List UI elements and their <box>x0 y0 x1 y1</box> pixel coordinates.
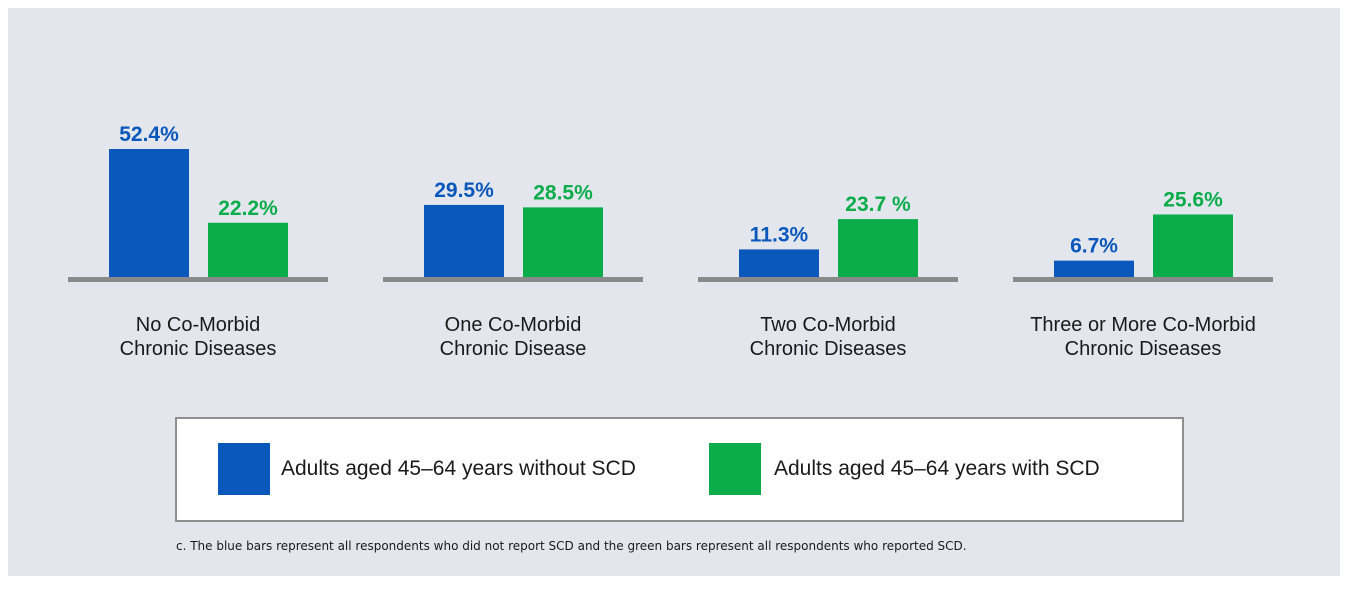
baseline-no-comorbid <box>68 277 328 282</box>
baseline-two-comorbid <box>698 277 958 282</box>
bar-two-comorbid-with-scd <box>838 219 918 277</box>
data-label-two-comorbid-without-scd: 11.3% <box>750 223 809 246</box>
data-label-no-comorbid-with-scd: 22.2% <box>218 197 278 220</box>
bar-three-or-more-comorbid-with-scd <box>1153 214 1233 277</box>
chart-legend: Adults aged 45–64 years without SCD Adul… <box>175 417 1184 522</box>
category-label-two-comorbid: Two Co-Morbid Chronic Diseases <box>749 314 907 360</box>
category-label-no-comorbid: No Co-Morbid Chronic Diseases <box>119 314 277 360</box>
legend-label-with-scd: Adults aged 45–64 years with SCD <box>774 457 1100 480</box>
bar-no-comorbid-with-scd <box>208 222 288 277</box>
bar-two-comorbid-without-scd <box>739 249 819 277</box>
data-label-two-comorbid-with-scd: 23.7 % <box>845 193 911 216</box>
bar-one-comorbid-without-scd <box>424 204 504 277</box>
category-label-one-comorbid: One Co-Morbid Chronic Disease <box>439 314 587 360</box>
category-label-three-or-more-comorbid: Three or More Co-Morbid Chronic Diseases <box>1030 314 1256 360</box>
baseline-three-or-more-comorbid <box>1013 277 1273 282</box>
bar-one-comorbid-with-scd <box>523 207 603 277</box>
bar-three-or-more-comorbid-without-scd <box>1054 260 1134 277</box>
data-label-one-comorbid-with-scd: 28.5% <box>533 181 593 204</box>
legend-swatch-with-scd <box>709 443 761 495</box>
data-label-no-comorbid-without-scd: 52.4% <box>119 123 179 146</box>
footnote: c. The blue bars represent all responden… <box>176 539 967 553</box>
baseline-one-comorbid <box>383 277 643 282</box>
data-label-three-or-more-comorbid-without-scd: 6.7% <box>1070 235 1118 258</box>
data-label-one-comorbid-without-scd: 29.5% <box>434 179 494 202</box>
data-label-three-or-more-comorbid-with-scd: 25.6% <box>1163 188 1223 211</box>
legend-swatch-without-scd <box>218 443 270 495</box>
legend-label-without-scd: Adults aged 45–64 years without SCD <box>281 457 636 480</box>
bar-no-comorbid-without-scd <box>109 149 189 277</box>
